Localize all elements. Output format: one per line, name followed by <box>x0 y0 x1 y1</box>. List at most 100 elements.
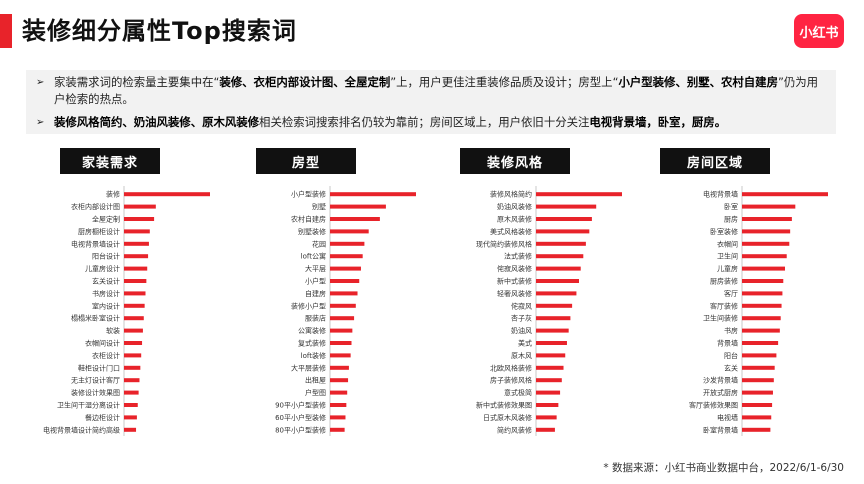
bar <box>742 427 771 432</box>
category-label: 卫生间干湿分离设计 <box>57 401 120 410</box>
category-label: 出租屋 <box>305 376 326 385</box>
category-label: 客厅装修 <box>710 301 738 310</box>
bar <box>536 254 584 259</box>
category-label: 新中式装修效果图 <box>476 401 532 410</box>
category-label: 户型图 <box>305 388 326 397</box>
category-label: 卧室装修 <box>710 227 738 236</box>
bar <box>330 254 363 259</box>
category-label: 电视背景墙 <box>703 190 738 199</box>
chart-panel-style: 装修风格 装修风格简约 奶油风装修 原木风装修 美式风格装修 现代简约装修风格 法式装修侘… <box>424 148 634 448</box>
category-label: 美式 <box>518 339 532 348</box>
category-label: 公寓装修 <box>298 326 326 335</box>
bar <box>742 217 792 221</box>
bar <box>330 303 356 308</box>
category-label: 服装店 <box>305 314 326 323</box>
category-label: 房子装修风格 <box>490 376 532 385</box>
bullet-1-bold-2: 小户型装修、别墅、农村自建房 <box>618 75 778 89</box>
bar <box>330 266 361 271</box>
bar <box>124 291 146 296</box>
category-label: 装修设计效果图 <box>71 388 120 397</box>
page-title: 装修细分属性Top搜索词 <box>22 17 297 45</box>
category-label: 书房设计 <box>92 289 120 298</box>
bar <box>330 365 349 370</box>
bullet-1-text-1: 家装需求词的检索量主要集中在“ <box>54 75 220 89</box>
category-label: 厨房橱柜设计 <box>78 227 120 236</box>
category-label: 厨房 <box>724 215 738 224</box>
bar <box>536 427 555 432</box>
category-label: 儿童房设计 <box>85 264 120 273</box>
category-label: 衣帽间 <box>717 239 738 248</box>
bar <box>742 378 774 383</box>
category-label: 侘寂风 <box>511 301 532 310</box>
bar <box>536 192 622 197</box>
bullet-1-text-2: ”上，用户更佳注重装修品质及设计；房型上“ <box>390 75 619 89</box>
bar <box>330 217 380 221</box>
bar <box>536 365 564 370</box>
category-label: 现代简约装修风格 <box>476 239 532 248</box>
category-label: 衣帽间设计 <box>85 339 120 348</box>
bullet-2-text-1: 相关检索词搜索排名仍较为靠前；房间区域上，用户依旧十分关注 <box>259 115 590 129</box>
bar <box>124 241 149 246</box>
chart-panel-room-area: 房间区域 电视背景墙 卧室 厨房 卧室装修 衣帽间 卫生间 儿童房 厨房装修 客厅 客厅装修 卫生间… <box>630 148 840 448</box>
bullet-2-bold-1: 装修风格简约、奶油风装修、原木风装修 <box>54 115 260 129</box>
category-label: 客厅 <box>724 289 738 298</box>
category-label: 全屋定制 <box>92 215 120 224</box>
bar <box>742 192 828 197</box>
category-label: 书房 <box>724 326 738 335</box>
category-label: 大平层 <box>305 264 326 273</box>
category-label: 餐边柜设计 <box>85 413 120 422</box>
category-label: 意式极简 <box>504 388 532 397</box>
category-label: 别墅装修 <box>298 227 326 236</box>
bar <box>536 316 571 321</box>
chart-title-room-area: 房间区域 <box>660 148 770 174</box>
bar <box>742 365 775 370</box>
bar <box>742 266 785 271</box>
bullet-1-text-3: ”仍为用户检索的热点。 <box>54 75 819 106</box>
bar <box>124 390 139 395</box>
category-label: 简约风装修 <box>497 425 532 434</box>
bar <box>124 217 155 221</box>
category-label: 鞋柜设计门口 <box>78 363 120 372</box>
bar <box>742 341 779 345</box>
bar <box>330 378 349 383</box>
bar <box>124 316 144 321</box>
bar <box>536 378 562 383</box>
bar <box>124 254 149 259</box>
category-label: 卫生间装修 <box>703 314 738 323</box>
chart-title-room-type: 房型 <box>256 148 356 174</box>
category-label: 儿童房 <box>717 264 738 273</box>
category-label: 日式原木风装修 <box>483 413 532 422</box>
category-label: 杏子灰 <box>511 314 532 323</box>
bar <box>330 415 346 420</box>
bar <box>536 204 597 209</box>
bar <box>124 192 210 197</box>
bar <box>330 353 351 358</box>
arrow-bullet-icon: ➢ <box>36 77 45 88</box>
chart-title-home-needs: 家装需求 <box>60 148 160 174</box>
bullet-2-bold-2: 电视背景墙，卧室，厨房。 <box>589 115 727 129</box>
category-label: 花园 <box>312 239 326 248</box>
category-label: 装修风格简约 <box>490 190 532 199</box>
category-label: 电视背景墙设计 <box>71 239 120 248</box>
category-label: 美式风格装修 <box>490 227 532 236</box>
bullet-1-bold-1: 装修、衣柜内部设计图、全屋定制 <box>219 75 391 89</box>
bar <box>742 229 791 234</box>
data-source-footnote: * 数据来源：小红书商业数据中台，2022/6/1-6/30 <box>603 462 844 474</box>
bar <box>742 403 773 407</box>
category-label: 卧室 <box>724 202 738 211</box>
header-accent-bar <box>0 14 12 48</box>
category-label: 卫生间 <box>717 252 738 261</box>
chart-title-style: 装修风格 <box>460 148 570 174</box>
bar <box>124 341 143 345</box>
category-label: 小户型装修 <box>291 190 326 199</box>
category-label: 小户型 <box>305 277 326 286</box>
category-label: 软装 <box>106 326 120 335</box>
bar <box>536 403 559 407</box>
bar <box>330 229 369 234</box>
bar <box>742 316 781 321</box>
bar <box>742 328 780 333</box>
bar <box>330 316 355 321</box>
category-label: 装修 <box>106 190 120 199</box>
bar <box>124 204 156 209</box>
